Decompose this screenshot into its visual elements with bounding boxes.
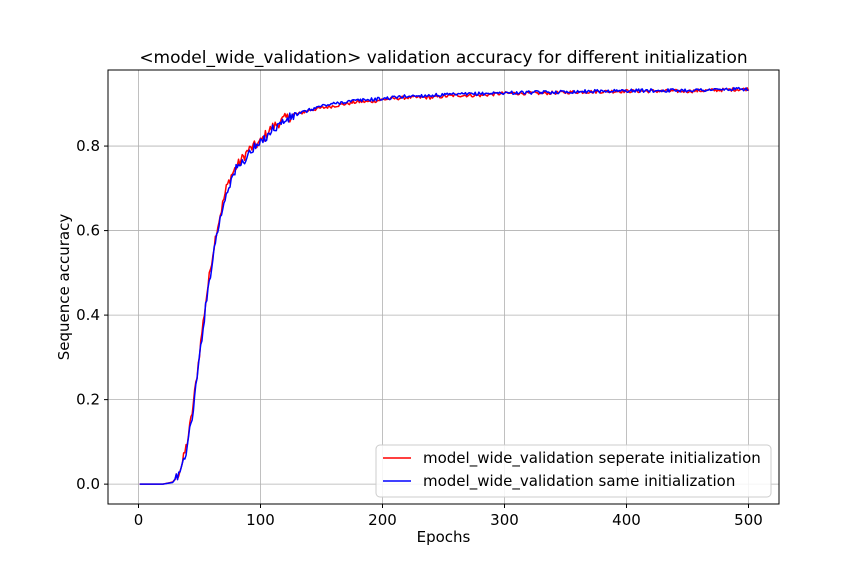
legend: model_wide_validation seperate initializ…: [375, 444, 772, 498]
ticks: 0 100 200 300 400 500 0.0 0.2 0.4 0.6 0.8: [76, 137, 763, 529]
series-layer: [139, 86, 750, 485]
y-tick-label: 0.2: [76, 391, 100, 409]
legend-box: [375, 444, 772, 498]
y-tick-label: 0.8: [76, 137, 100, 155]
x-tick-label: 400: [612, 511, 641, 529]
y-tick-label: 0.4: [76, 306, 100, 324]
x-tick-label: 300: [490, 511, 519, 529]
y-tick-label: 0.6: [76, 222, 100, 240]
chart-title: <model_wide_validation> validation accur…: [139, 48, 747, 68]
legend-entry-label: model_wide_validation same initializatio…: [423, 472, 735, 491]
plot-frame: [107, 69, 780, 505]
y-tick-label: 0.0: [76, 475, 100, 493]
y-axis-label: Sequence accuracy: [55, 214, 73, 361]
series-line-1: [139, 86, 749, 485]
grid: [108, 70, 779, 504]
x-axis-label: Epochs: [417, 528, 471, 546]
x-tick-label: 0: [134, 511, 144, 529]
x-tick-label: 500: [734, 511, 763, 529]
x-tick-label: 200: [368, 511, 397, 529]
legend-entry-label: model_wide_validation seperate initializ…: [423, 449, 761, 468]
x-tick-label: 100: [246, 511, 275, 529]
